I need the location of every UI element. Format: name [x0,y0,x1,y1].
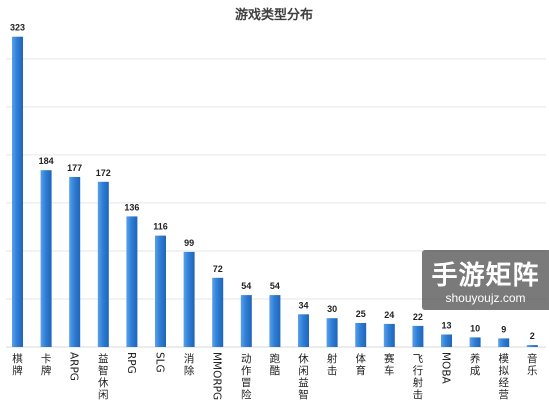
data-label: 172 [96,168,111,178]
bar [12,36,23,347]
category-label: 消除 [184,352,195,377]
bar [298,314,309,347]
bar [469,337,481,347]
data-label: 30 [327,304,337,314]
chart-title: 游戏类型分布 [235,7,313,23]
category-label: MMORPG [211,352,223,400]
category-label: 益智休闲 [98,352,109,401]
category-label: 赛车 [384,352,395,377]
bar [326,318,338,347]
category-label: 棋牌 [12,352,23,377]
bars [12,36,538,347]
data-label: 72 [213,264,223,274]
category-label: 射击 [327,352,338,377]
data-label: 10 [470,323,480,333]
category-label: 休闲益智 [298,353,309,401]
watermark-title: 手游矩阵 [431,261,540,291]
bar [441,334,452,347]
data-label: 184 [39,156,54,166]
data-label: 136 [124,202,139,212]
data-labels: 323 184 177 172 136 116 99 72 54 54 34 30 25 24 22 13 10… [10,23,535,341]
bar [240,295,252,347]
category-label: SLG [154,352,166,373]
bar [183,251,195,347]
data-label: 54 [241,281,251,291]
bar [412,325,424,347]
bar [526,345,538,347]
category-label: 体育 [355,353,366,377]
bar [97,181,109,347]
watermark-logo: 手游矩阵 shouyoujz.com [422,250,549,310]
bar [126,216,138,347]
bar [212,277,224,347]
category-label: 养成 [470,352,481,377]
bar [269,295,281,347]
bar [155,235,166,347]
category-label: 音乐 [527,352,538,377]
gridlines [6,58,546,348]
category-label: RPG [125,352,137,374]
data-label: 9 [501,324,506,334]
category-label: 动作冒险 [241,353,252,401]
bar [498,338,510,347]
category-label: 飞行射击 [413,353,424,401]
category-label: 模拟经营 [498,353,509,401]
category-label: 卡牌 [41,352,52,377]
data-label: 25 [356,309,366,319]
data-label: 22 [413,312,423,322]
data-label: 54 [270,281,280,291]
watermark-url: shouyoujz.com [445,291,526,305]
bar [40,170,52,347]
category-label: ARPG [68,352,80,381]
data-label: 177 [67,163,82,173]
data-label: 13 [441,321,451,331]
category-label: MOBA [440,352,452,385]
bar [383,323,395,347]
category-label: 跑酷 [270,352,281,377]
data-label: 323 [10,23,25,33]
data-label: 34 [298,300,308,310]
data-label: 99 [184,238,194,248]
bar [69,177,81,347]
data-label: 2 [530,331,535,341]
data-label: 24 [384,310,394,320]
data-label: 116 [153,222,168,232]
bar [355,323,367,347]
